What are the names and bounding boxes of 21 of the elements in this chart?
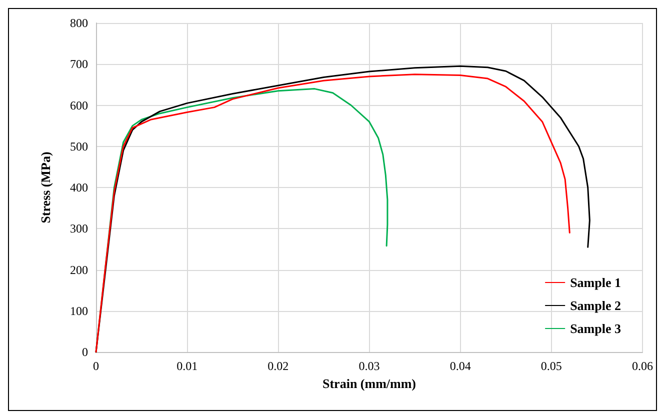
y-tick-label: 400 xyxy=(70,180,88,194)
y-tick-label: 0 xyxy=(82,345,88,359)
y-tick-label: 200 xyxy=(70,262,88,277)
y-tick-label: 100 xyxy=(70,304,88,318)
legend-label: Sample 1 xyxy=(570,275,621,290)
y-tick-label: 800 xyxy=(70,16,88,30)
x-tick-label: 0 xyxy=(93,359,99,373)
y-tick-label: 500 xyxy=(70,139,88,154)
x-tick-label: 0.04 xyxy=(450,359,471,373)
y-tick-label: 700 xyxy=(70,57,88,72)
x-tick-label: 0.03 xyxy=(358,359,380,373)
x-tick-label: 0.01 xyxy=(176,359,198,373)
x-tick-label: 0.05 xyxy=(540,359,562,373)
y-axis-title: Stress (MPa) xyxy=(38,152,53,224)
legend-label: Sample 3 xyxy=(570,321,622,336)
y-tick-label: 600 xyxy=(70,98,88,112)
x-tick-label: 0.06 xyxy=(632,359,653,373)
x-axis-title: Strain (mm/mm) xyxy=(322,376,416,391)
y-tick-label: 300 xyxy=(70,222,88,236)
x-tick-label: 0.02 xyxy=(268,359,289,373)
legend-label: Sample 2 xyxy=(570,298,621,313)
